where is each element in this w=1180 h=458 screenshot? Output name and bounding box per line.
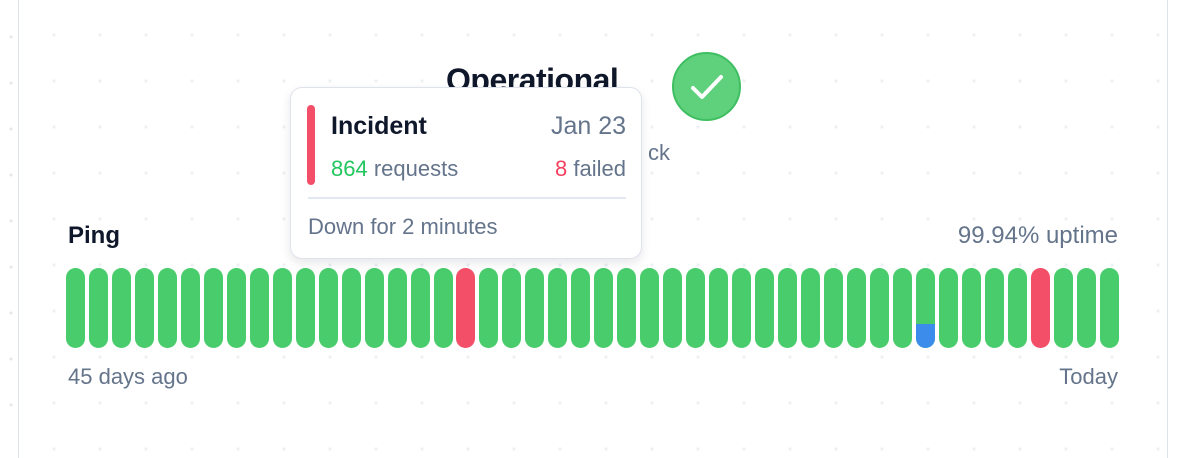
tooltip-footer: Down for 2 minutes — [308, 214, 498, 239]
day-bar-up[interactable] — [869, 268, 889, 348]
day-bar-up[interactable] — [502, 268, 522, 348]
day-bar-up[interactable] — [778, 268, 798, 348]
uptime-value: 99.94% uptime — [957, 222, 1118, 249]
day-bar-up[interactable] — [892, 268, 912, 348]
tooltip-failed: 8 failed — [555, 156, 626, 182]
monitor-name: Ping — [68, 222, 120, 249]
incident-accent — [307, 105, 315, 185]
failed-label: failed — [573, 156, 626, 181]
day-bar-up[interactable] — [594, 268, 614, 348]
day-bar-up[interactable] — [203, 268, 223, 348]
requests-label: requests — [373, 156, 459, 181]
day-bar-up[interactable] — [571, 268, 591, 348]
check-icon — [672, 52, 741, 121]
day-bar-up[interactable] — [180, 268, 200, 348]
day-bar-up[interactable] — [364, 268, 384, 348]
day-bar-up[interactable] — [548, 268, 568, 348]
day-bar-up[interactable] — [66, 268, 85, 348]
degraded-fill — [915, 324, 935, 348]
end-label: Today — [1059, 364, 1118, 389]
start-label: 45 days ago — [68, 364, 188, 389]
day-bar-up[interactable] — [295, 268, 315, 348]
uptime-bars — [66, 268, 1119, 348]
day-bar-up[interactable] — [686, 268, 706, 348]
tooltip-date: Jan 23 — [550, 112, 626, 140]
failed-count: 8 — [555, 156, 568, 181]
day-bar-up[interactable] — [709, 268, 729, 348]
day-bar-up[interactable] — [663, 268, 683, 348]
day-bar-up[interactable] — [1053, 268, 1073, 348]
incident-tooltip: Incident Jan 23 864 requests 8 failed Do… — [290, 87, 642, 259]
day-bar-up[interactable] — [1099, 268, 1119, 348]
background-dots — [0, 0, 14, 449]
day-bar-up[interactable] — [111, 268, 131, 348]
requests-count: 864 — [331, 156, 368, 181]
day-bar-up[interactable] — [134, 268, 154, 348]
status-subtitle: ck — [648, 140, 670, 165]
day-bar-up[interactable] — [755, 268, 775, 348]
day-bar-up[interactable] — [938, 268, 958, 348]
day-bar-up[interactable] — [732, 268, 752, 348]
tooltip-divider — [308, 197, 626, 199]
day-bar-partial[interactable] — [915, 268, 935, 348]
day-bar-up[interactable] — [525, 268, 545, 348]
day-bar-up[interactable] — [387, 268, 407, 348]
day-bar-incident[interactable] — [456, 268, 476, 348]
day-bar-up[interactable] — [961, 268, 981, 348]
day-bar-up[interactable] — [984, 268, 1004, 348]
day-bar-up[interactable] — [801, 268, 820, 348]
day-bar-up[interactable] — [433, 268, 453, 348]
day-bar-up[interactable] — [479, 268, 499, 348]
day-bar-up[interactable] — [823, 268, 843, 348]
day-bar-up[interactable] — [846, 268, 866, 348]
day-bar-up[interactable] — [272, 268, 292, 348]
day-bar-up[interactable] — [617, 268, 637, 348]
day-bar-up[interactable] — [410, 268, 430, 348]
day-bar-up[interactable] — [226, 268, 246, 348]
day-bar-up[interactable] — [1076, 268, 1096, 348]
tooltip-requests: 864 requests — [331, 156, 458, 182]
day-bar-up[interactable] — [249, 268, 269, 348]
day-bar-up[interactable] — [341, 268, 361, 348]
day-bar-up[interactable] — [1007, 268, 1027, 348]
day-bar-up[interactable] — [157, 268, 177, 348]
tooltip-title: Incident — [331, 112, 427, 140]
day-bar-incident[interactable] — [1030, 268, 1050, 348]
day-bar-up[interactable] — [640, 268, 660, 348]
day-bar-up[interactable] — [318, 268, 338, 348]
day-bar-up[interactable] — [88, 268, 108, 348]
